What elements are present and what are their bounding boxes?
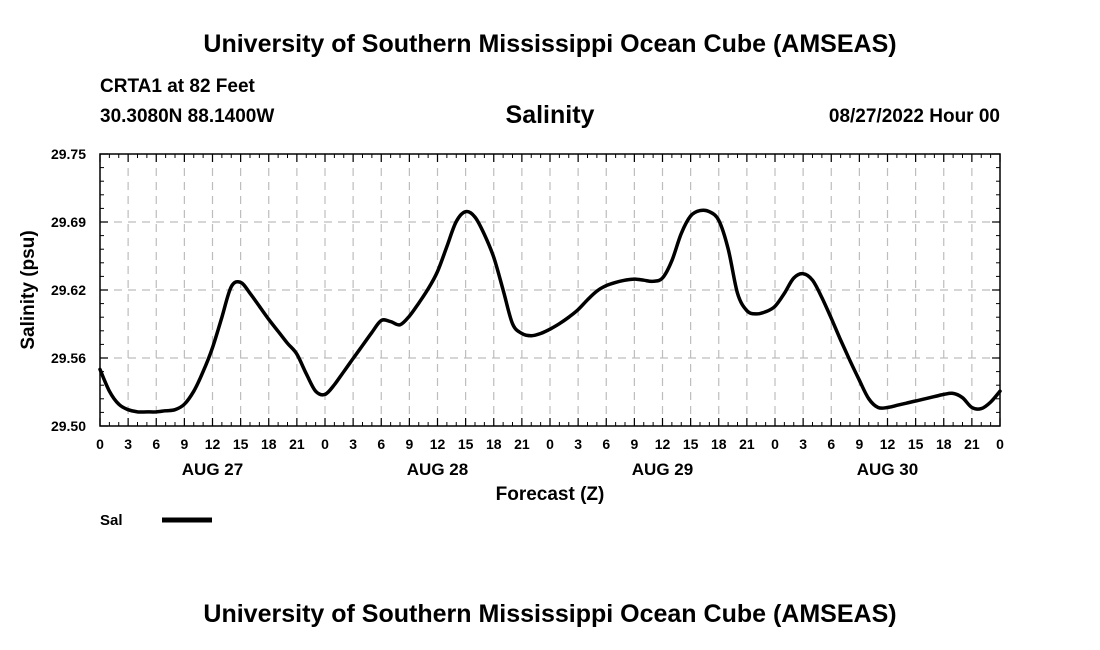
coordinates-label: 30.3080N 88.1400W	[100, 106, 275, 127]
day-label: AUG 28	[407, 460, 468, 479]
x-tick-label: 12	[880, 436, 896, 452]
y-tick-label: 29.50	[51, 418, 86, 434]
day-label: AUG 29	[632, 460, 693, 479]
x-tick-label: 15	[458, 436, 474, 452]
y-tick-label: 29.75	[51, 146, 86, 162]
x-tick-label: 12	[205, 436, 221, 452]
y-tick-labels: 29.50 29.56 29.62 29.69 29.75	[51, 146, 86, 434]
x-tick-label: 21	[739, 436, 755, 452]
x-tick-label: 6	[602, 436, 610, 452]
x-tick-label: 6	[827, 436, 835, 452]
chart-footer-title: University of Southern Mississippi Ocean…	[203, 600, 897, 628]
chart-header-title: University of Southern Mississippi Ocean…	[203, 30, 897, 58]
day-label: AUG 27	[182, 460, 243, 479]
legend-label-sal: Sal	[100, 512, 123, 529]
x-tick-label: 0	[771, 436, 779, 452]
x-tick-label: 18	[936, 436, 952, 452]
x-tick-label: 6	[152, 436, 160, 452]
x-tick-label: 3	[124, 436, 132, 452]
legend: Sal	[100, 512, 212, 529]
x-axis-title: Forecast (Z)	[496, 484, 605, 505]
plot-frame	[99, 153, 1001, 427]
y-tick-label: 29.56	[51, 350, 86, 366]
salinity-series-line	[98, 208, 1002, 414]
x-tick-label: 9	[855, 436, 863, 452]
x-tick-label: 9	[630, 436, 638, 452]
y-tick-label: 29.69	[51, 214, 86, 230]
x-tick-label: 3	[799, 436, 807, 452]
x-tick-label: 15	[908, 436, 924, 452]
grid-lines	[100, 154, 1000, 426]
x-tick-label: 0	[96, 436, 104, 452]
x-tick-label: 18	[261, 436, 277, 452]
x-tick-label: 21	[289, 436, 305, 452]
x-tick-label: 21	[514, 436, 530, 452]
x-tick-label: 0	[996, 436, 1004, 452]
x-tick-label: 18	[486, 436, 502, 452]
x-tick-label: 3	[349, 436, 357, 452]
x-tick-label: 12	[655, 436, 671, 452]
x-tick-label: 15	[683, 436, 699, 452]
x-tick-label: 9	[180, 436, 188, 452]
x-tick-label: 9	[405, 436, 413, 452]
x-tick-label: 6	[377, 436, 385, 452]
day-labels: AUG 27 AUG 28 AUG 29 AUG 30	[182, 460, 918, 479]
station-label: CRTA1 at 82 Feet	[100, 76, 255, 97]
x-tick-label: 0	[546, 436, 554, 452]
x-tick-label: 21	[964, 436, 980, 452]
y-tick-label: 29.62	[51, 282, 86, 298]
y-axis-title: Salinity (psu)	[18, 230, 39, 349]
x-tick-label: 12	[430, 436, 446, 452]
x-tick-label: 15	[233, 436, 249, 452]
day-label: AUG 30	[857, 460, 918, 479]
x-tick-label: 18	[711, 436, 727, 452]
chart-title: Salinity	[505, 101, 595, 129]
forecast-datetime: 08/27/2022 Hour 00	[828, 106, 1000, 127]
x-tick-label: 3	[574, 436, 582, 452]
x-tick-label: 0	[321, 436, 329, 452]
x-tick-labels: 0 3 6 9 12 15 18 21 0 3 6 9 12 15 18 21 0 3 6 9 12 15 18 21 0 3 6 9…	[96, 436, 1004, 452]
